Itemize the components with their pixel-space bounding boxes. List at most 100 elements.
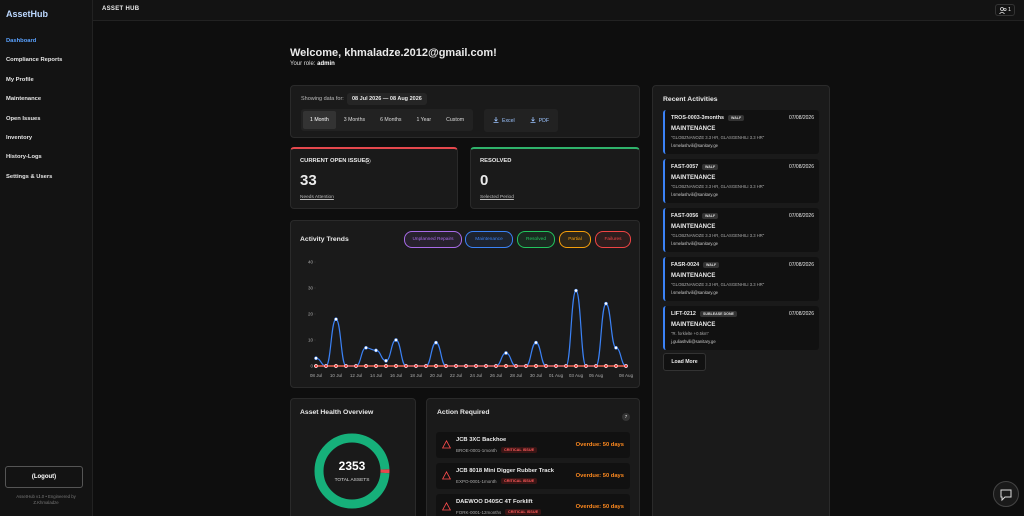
- action-item[interactable]: JCB 3XC Backhoe BROE-0001-1month CRITICAL …: [436, 432, 630, 458]
- recent-user: l.smelashvili@sanitary.ge: [671, 290, 718, 295]
- recent-date: 07/08/2026: [788, 164, 814, 170]
- filter-label: Showing data for:: [301, 96, 344, 102]
- stat-card: RESOLVED 0 Selected Period: [470, 147, 640, 209]
- period-button[interactable]: 3 Months: [343, 117, 366, 123]
- recent-code: LIFT-0212: [671, 311, 696, 317]
- filter-card: Showing data for: 08 Jul 2026 — 08 Aug 2…: [290, 85, 640, 138]
- download-glyph: [493, 117, 499, 123]
- recent-item[interactable]: FASR-0024 WALF 07/08/2026 MAINTENANCE "GLOBZ…: [663, 257, 819, 301]
- stat-title: RESOLVED: [480, 158, 512, 164]
- recent-type: MAINTENANCE: [671, 322, 716, 328]
- action-item[interactable]: JCB 8018 Mini Digger Rubber Track EXPO-00…: [436, 463, 630, 489]
- chat-button[interactable]: [993, 481, 1019, 507]
- chat-icon: [1000, 489, 1012, 502]
- role-line: Your role: admin: [290, 61, 335, 67]
- action-tag: CRITICAL ISSUE: [501, 478, 538, 484]
- role: admin: [317, 61, 335, 67]
- export-label: PDF: [538, 118, 550, 124]
- recent-date: 07/08/2026: [788, 262, 814, 268]
- stat-note: Needs Attention: [300, 195, 334, 200]
- nav-item[interactable]: Dashboard: [6, 38, 37, 44]
- recent-item[interactable]: FAST-0057 WALF 07/08/2026 MAINTENANCE "GLOBZ…: [663, 159, 819, 203]
- recent-code: TROS-0003-3months: [671, 115, 725, 121]
- brand: AssetHub: [6, 9, 49, 19]
- warning-glyph: [442, 440, 451, 449]
- stat-card: CURRENT OPEN ISSUES 33 Needs Attention: [290, 147, 458, 209]
- legend-item[interactable]: Maintenance: [465, 231, 513, 248]
- recent-item[interactable]: LIFT-0212 SUBLEASE DONE 07/08/2026 MAINTENA…: [663, 306, 819, 350]
- nav-item[interactable]: Open Issues: [6, 115, 41, 122]
- action-tag: CRITICAL ISSUE: [501, 447, 538, 453]
- recent-item[interactable]: FAST-0056 WALF 07/08/2026 MAINTENANCE "GLOBZ…: [663, 208, 819, 252]
- action-overdue: Overdue: 50 days: [575, 504, 624, 510]
- health-card: Asset Health Overview 2353 TOTAL ASSETS: [290, 398, 416, 516]
- action-item[interactable]: DAEWOO D40SC 4T Forklift FORK-0001-12mont…: [436, 494, 630, 516]
- export-button[interactable]: Excel: [486, 111, 522, 130]
- trends-title: Activity Trends: [300, 236, 349, 243]
- download-icon: [493, 117, 499, 123]
- recent-user: l.smelashvili@sanitary.ge: [671, 241, 718, 246]
- action-code: FORK-0001-12months: [456, 510, 502, 515]
- recent-card: Recent Activities Load More TROS-0003-3m…: [652, 85, 830, 516]
- stat-note: Selected Period: [480, 195, 514, 200]
- logout-button[interactable]: (Logout): [5, 466, 83, 488]
- load-more[interactable]: Load More: [663, 353, 706, 371]
- period-button[interactable]: Custom: [446, 117, 465, 123]
- stat-value: 0: [480, 172, 489, 189]
- recent-date: 07/08/2026: [788, 115, 814, 121]
- recent-title: Recent Activities: [663, 96, 718, 103]
- recent-note: "GLOBZNANOZE 3.3 HR, GLASGENHILI 3.3 HR": [671, 184, 765, 189]
- recent-user: l.smelashvili@sanitary.ge: [671, 192, 718, 197]
- stat-title: CURRENT OPEN ISSUES: [300, 158, 370, 164]
- recent-type: MAINTENANCE: [671, 273, 716, 279]
- nav-item[interactable]: Compliance Reports: [6, 57, 63, 64]
- action-count: 7: [622, 413, 630, 421]
- recent-note: "R. forklelte +0.5km": [671, 331, 709, 336]
- recent-code: FAST-0057: [671, 164, 699, 170]
- sidebar: AssetHub Dashboard Compliance Reports My P…: [0, 0, 93, 516]
- recent-tag: WALF: [702, 164, 719, 170]
- warning-icon: [442, 471, 451, 480]
- period-button[interactable]: 6 Months: [380, 117, 402, 123]
- action-card: Action Required 7 JCB 3XC Backhoe BROE-00…: [426, 398, 640, 516]
- legend-item[interactable]: Partial: [559, 231, 591, 248]
- action-code: BROE-0001-1month: [456, 448, 497, 453]
- legend-item[interactable]: Unplanned Repairs: [404, 231, 462, 248]
- legend-item[interactable]: Failures: [595, 231, 631, 248]
- recent-tag: WALF: [728, 115, 745, 121]
- nav-item[interactable]: Inventory: [6, 134, 33, 141]
- welcome-title: Welcome, khmaladze.2012@gmail.com!: [290, 47, 497, 59]
- nav-item[interactable]: History-Logs: [6, 154, 42, 161]
- period-button[interactable]: 1 Year: [416, 117, 432, 123]
- recent-type: MAINTENANCE: [671, 175, 716, 181]
- warning-icon: [442, 440, 451, 449]
- action-code: EXPO-0001-1month: [456, 479, 497, 484]
- nav: Dashboard Compliance Reports My Profile Mai…: [6, 36, 90, 191]
- export-button[interactable]: PDF: [523, 111, 556, 130]
- recent-item[interactable]: TROS-0003-3months WALF 07/08/2026 MAINTENAN…: [663, 110, 819, 154]
- recent-tag: WALF: [703, 262, 720, 268]
- warning-glyph: [442, 502, 451, 511]
- download-glyph: [530, 117, 536, 123]
- legend-item[interactable]: Resolved: [517, 231, 555, 248]
- nav-item[interactable]: My Profile: [6, 76, 34, 83]
- recent-note: "GLOBZNANOZE 3.3 HR, GLASGENHILI 3.3 HR": [671, 233, 765, 238]
- recent-type: MAINTENANCE: [671, 126, 716, 132]
- user-icon: [999, 7, 1007, 14]
- role-label: Your role:: [290, 61, 316, 67]
- user-button[interactable]: 1: [995, 4, 1015, 16]
- warning-icon: [442, 502, 451, 511]
- action-tag: CRITICAL ISSUE: [505, 509, 542, 515]
- date-range[interactable]: 08 Jul 2026 — 08 Aug 2026: [347, 93, 427, 105]
- total-label: TOTAL ASSETS: [335, 477, 370, 483]
- recent-note: "GLOBZNANOZE 3.3 HR, GLASGENHILI 3.3 HR": [671, 282, 765, 287]
- donut-segment: [314, 433, 390, 509]
- nav-item[interactable]: Maintenance: [6, 96, 42, 103]
- recent-user: j.guliashvili@sanitary.ge: [671, 339, 716, 344]
- action-overdue: Overdue: 50 days: [575, 442, 624, 448]
- export-label: Excel: [502, 118, 515, 124]
- nav-item[interactable]: Settings & Users: [6, 173, 53, 180]
- period-group: 1 Month 3 Months 6 Months 1 Year Custom: [301, 109, 474, 131]
- period-button[interactable]: 1 Month: [303, 111, 336, 129]
